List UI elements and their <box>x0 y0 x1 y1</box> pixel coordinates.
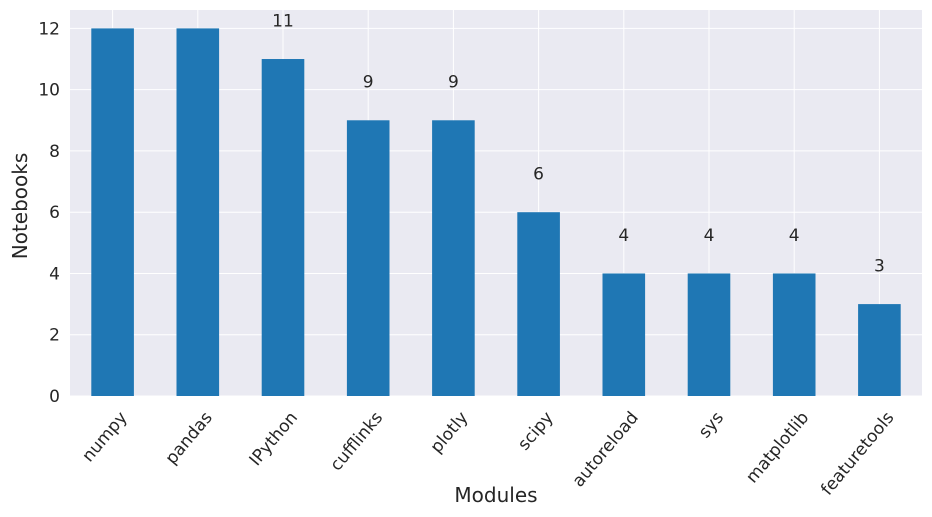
y-tick-label: 4 <box>49 264 60 284</box>
y-tick-label: 0 <box>49 387 60 407</box>
bar-cufflinks <box>346 120 390 397</box>
data-label-sys: 4 <box>704 226 715 246</box>
y-tick-label: 2 <box>49 326 60 346</box>
bar-autoreload <box>602 273 646 396</box>
bar-pandas <box>176 28 220 397</box>
x-tick-label-cufflinks: cufflinks <box>326 408 387 475</box>
y-tick-label: 12 <box>38 19 60 39</box>
x-tick-label-ipython: IPython <box>246 408 302 470</box>
x-tick-label-plotly: plotly <box>427 408 473 457</box>
bar-plotly <box>432 120 475 397</box>
y-tick-labels: 0 2 4 6 8 10 12 <box>38 19 60 407</box>
bar-featuretools <box>858 304 901 396</box>
x-tick-label-featuretools: featuretools <box>817 408 898 499</box>
y-tick-label: 8 <box>49 142 60 162</box>
data-label-plotly: 9 <box>448 73 459 93</box>
y-tick-label: 10 <box>38 81 60 101</box>
bar-ipython <box>261 59 305 397</box>
bar-numpy <box>91 28 134 397</box>
x-tick-label-numpy: numpy <box>78 408 131 466</box>
x-tick-label-autoreload: autoreload <box>569 408 643 491</box>
x-tick-label-matplotlib: matplotlib <box>742 408 813 487</box>
bar-sys <box>687 273 731 396</box>
y-tick-label: 6 <box>49 203 60 223</box>
x-tick-label-sys: sys <box>695 408 728 442</box>
x-tick-label-scipy: scipy <box>514 408 557 454</box>
data-labels: 11 9 9 6 4 4 4 3 <box>272 11 885 276</box>
data-label-featuretools: 3 <box>874 256 885 276</box>
data-label-autoreload: 4 <box>618 226 629 246</box>
bars <box>91 28 901 397</box>
data-label-matplotlib: 4 <box>789 226 800 246</box>
bar-scipy <box>517 212 560 396</box>
x-tick-label-pandas: pandas <box>162 408 217 468</box>
data-label-ipython: 11 <box>272 11 294 31</box>
data-label-cufflinks: 9 <box>363 73 374 93</box>
data-label-scipy: 6 <box>533 165 544 185</box>
y-axis-label: Notebooks <box>8 153 32 260</box>
bar-matplotlib <box>772 273 816 396</box>
x-axis-label: Modules <box>454 483 537 507</box>
